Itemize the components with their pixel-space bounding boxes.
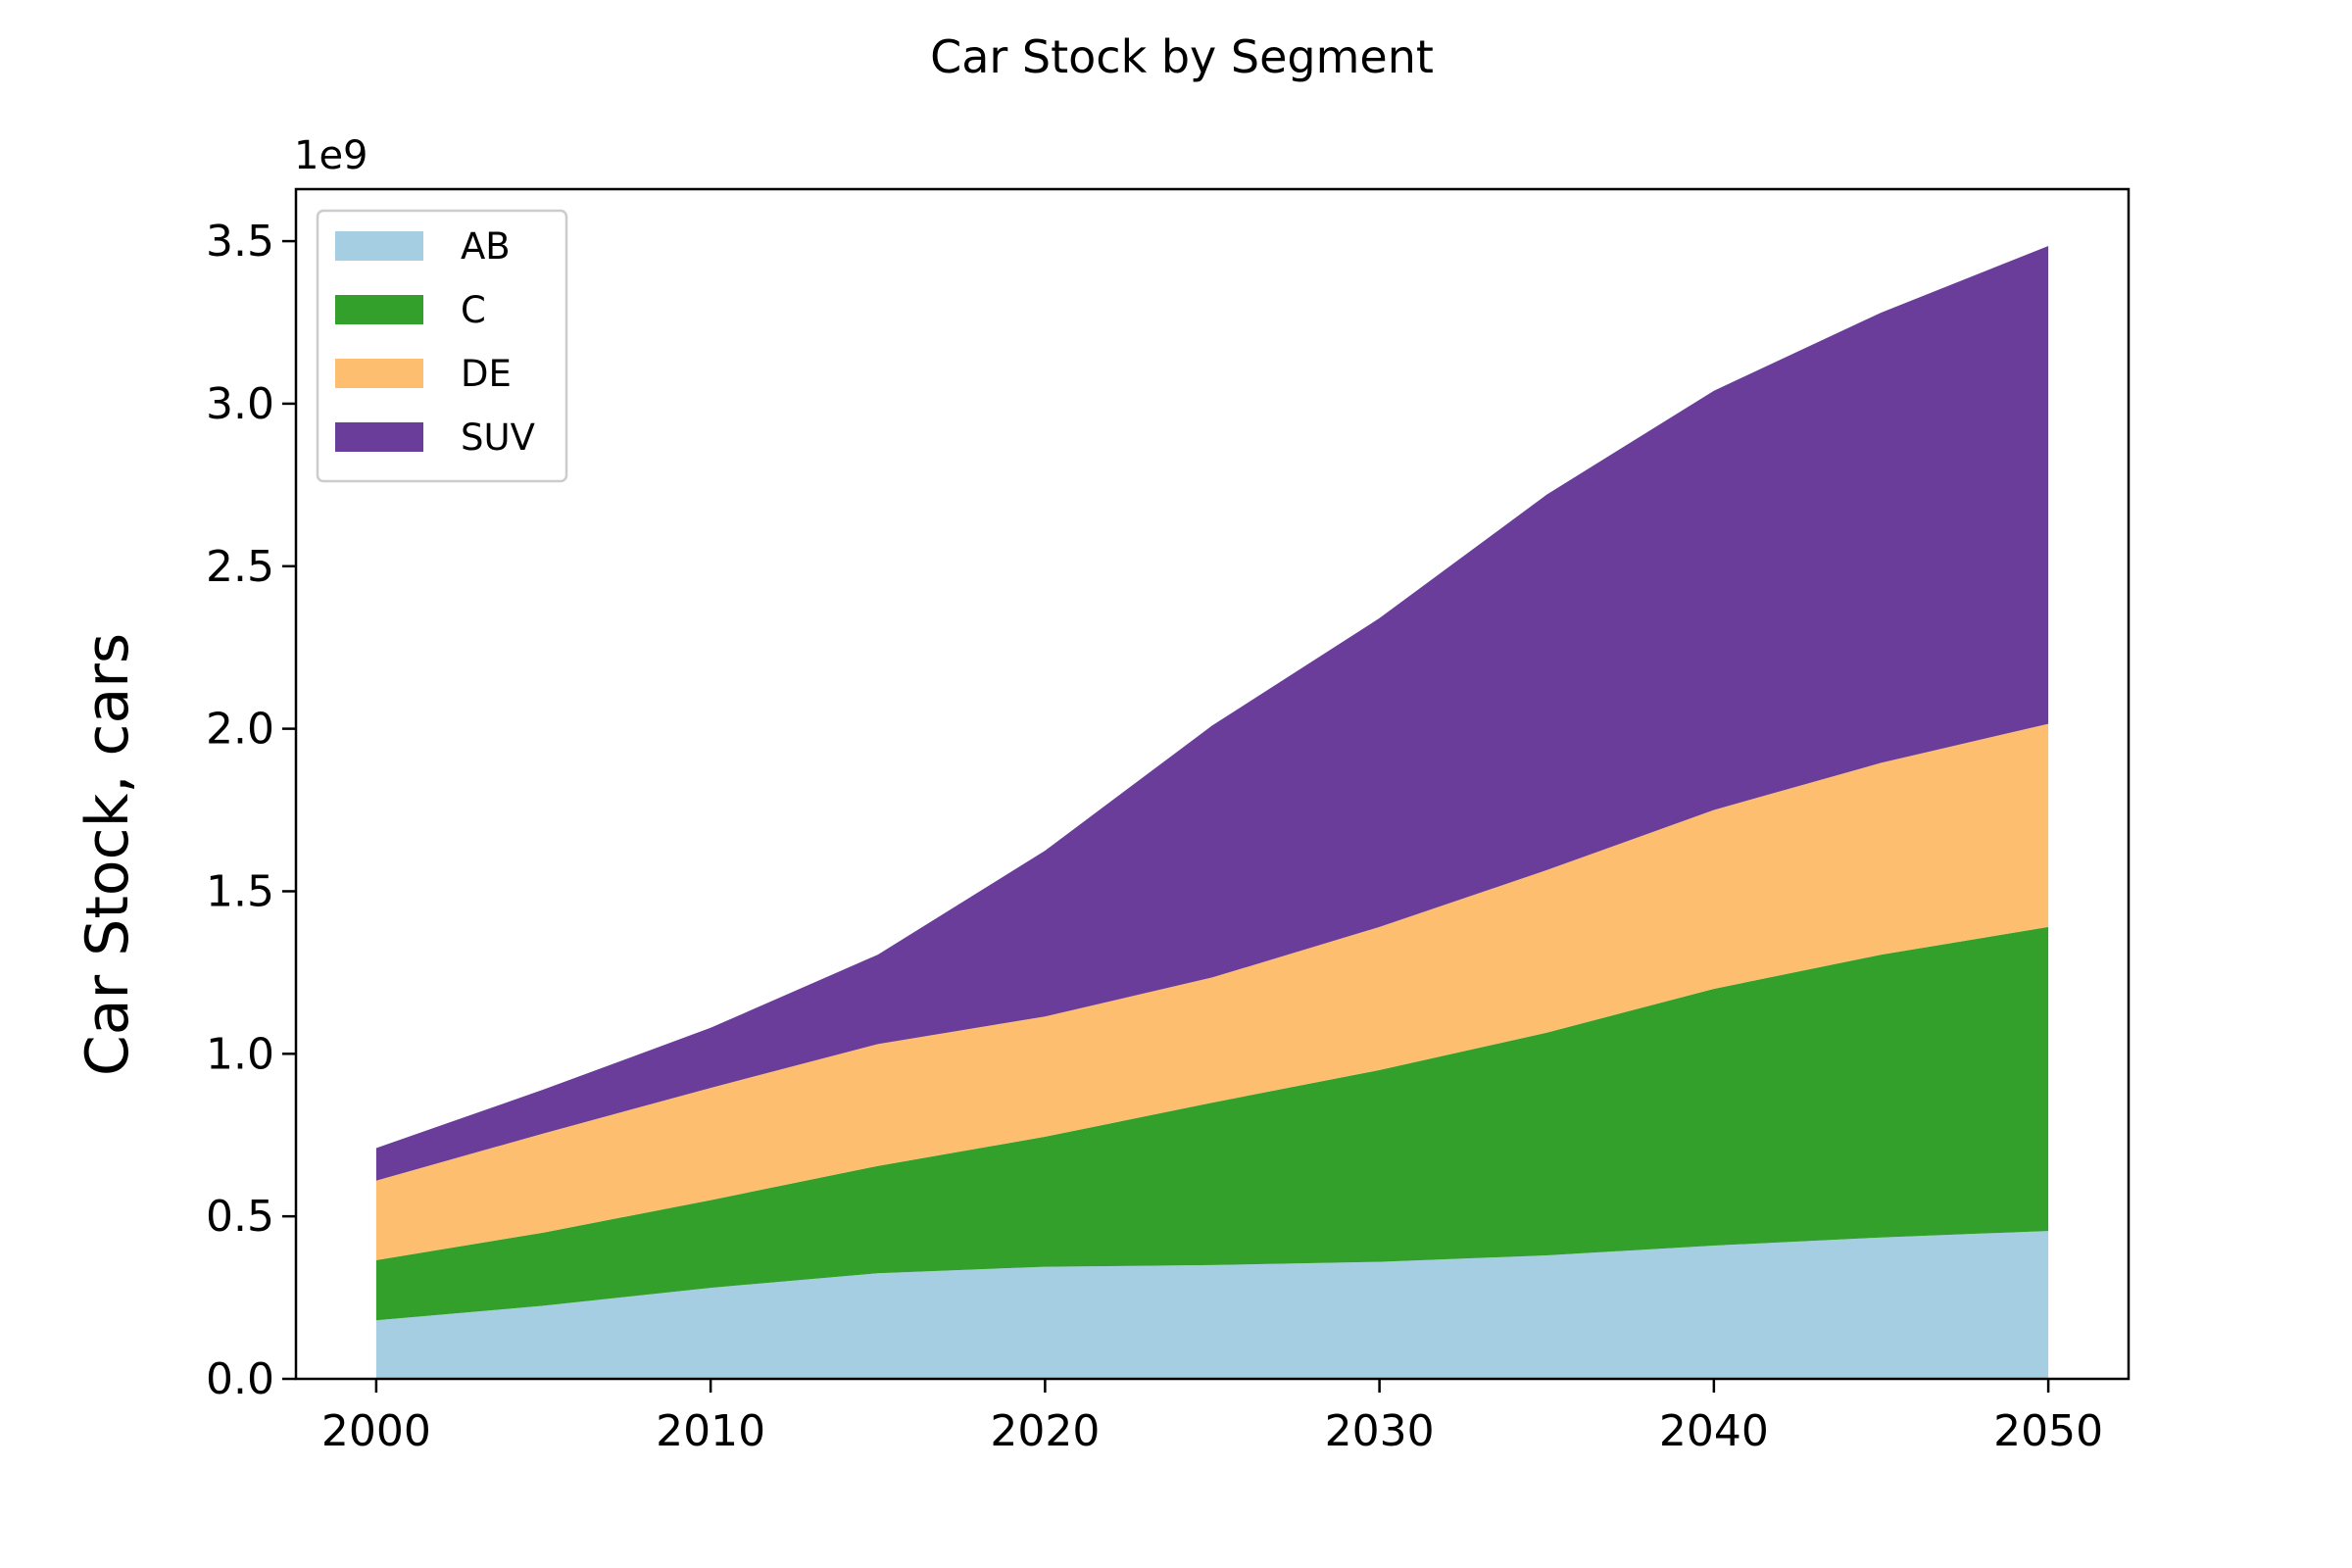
y-axis: 0.0 0.5 1.0 1.5 2.0 2.5 3.0 3.5 <box>206 217 296 1404</box>
legend-swatch-c <box>335 295 423 324</box>
y-tick-label: 3.5 <box>206 217 274 267</box>
x-tick-label: 2000 <box>321 1406 431 1456</box>
legend: AB C DE SUV <box>316 209 568 483</box>
legend-swatch-ab <box>335 231 423 261</box>
x-tick-label: 2050 <box>1993 1406 2103 1456</box>
legend-label-c: C <box>461 289 486 331</box>
y-tick-label: 2.5 <box>206 542 274 592</box>
y-axis-label: Car Stock, cars <box>74 633 142 1076</box>
area-de <box>375 723 2049 1260</box>
y-tick-label: 0.5 <box>206 1192 274 1242</box>
x-tick-label: 2020 <box>990 1406 1100 1456</box>
chart-title: Car Stock by Segment <box>930 30 1434 83</box>
legend-label-ab: AB <box>461 225 511 268</box>
area-c <box>375 926 2049 1321</box>
x-tick-label: 2040 <box>1659 1406 1769 1456</box>
y-tick-label: 2.0 <box>206 705 274 755</box>
x-tick-label: 2030 <box>1325 1406 1435 1456</box>
legend-label-suv: SUV <box>461 416 535 459</box>
x-tick-label: 2010 <box>656 1406 765 1456</box>
legend-swatch-suv <box>335 422 423 452</box>
area-ab <box>375 1231 2049 1379</box>
y-tick-label: 1.0 <box>206 1029 274 1079</box>
area-suv <box>375 246 2049 1181</box>
plot-frame <box>294 187 2131 1381</box>
y-tick-label: 1.5 <box>206 866 274 916</box>
y-tick-label: 0.0 <box>206 1354 274 1404</box>
x-axis: 2000 2010 2020 2030 2040 2050 <box>321 1379 2103 1456</box>
legend-label-de: DE <box>461 353 512 395</box>
legend-swatch-de <box>335 359 423 388</box>
stacked-areas <box>375 246 2049 1379</box>
y-tick-label: 3.0 <box>206 379 274 429</box>
legend-box <box>316 209 568 483</box>
y-multiplier-label: 1e9 <box>294 133 368 178</box>
